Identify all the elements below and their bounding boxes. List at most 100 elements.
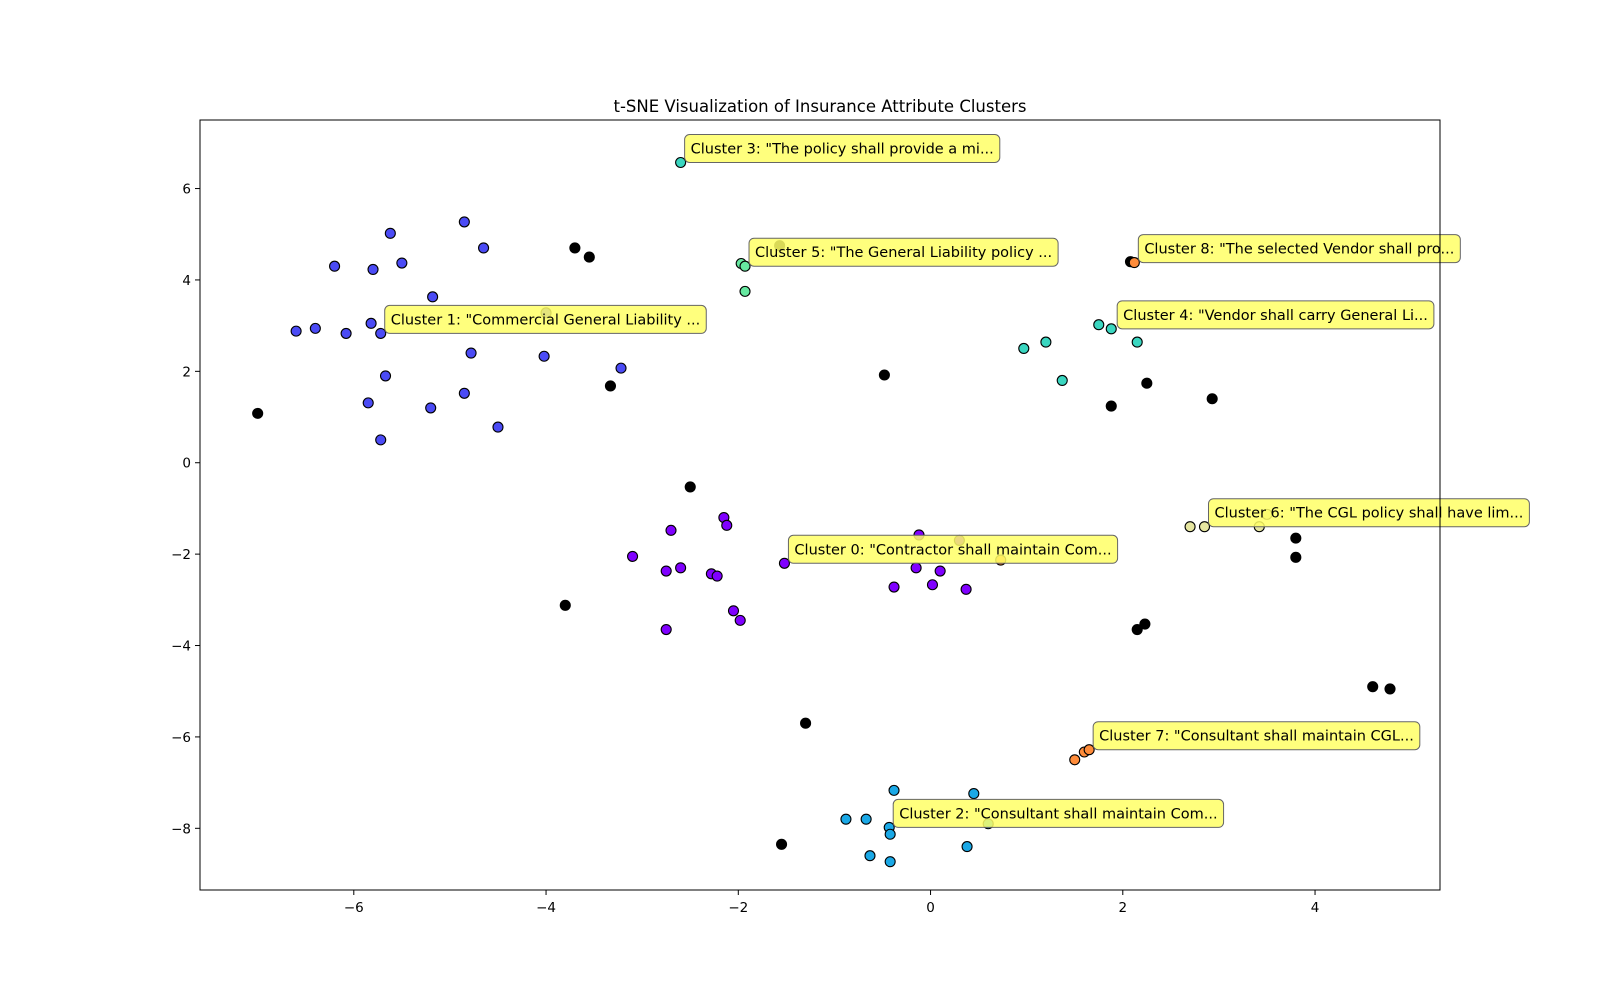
data-point bbox=[583, 251, 595, 263]
data-point bbox=[778, 557, 790, 569]
data-point bbox=[1198, 521, 1211, 533]
data-point bbox=[375, 327, 387, 339]
data-point bbox=[458, 216, 470, 228]
annotation-box bbox=[1137, 234, 1461, 264]
data-point bbox=[365, 317, 377, 329]
data-point bbox=[660, 623, 672, 636]
annotations-layer: Cluster 3: "The policy shall provide a m… bbox=[384, 133, 1530, 828]
data-point bbox=[727, 605, 740, 617]
data-point bbox=[627, 550, 639, 562]
data-point bbox=[538, 350, 550, 362]
data-point bbox=[888, 784, 900, 796]
data-point bbox=[739, 260, 751, 272]
cluster-annotation: Cluster 6: "The CGL policy shall have li… bbox=[1207, 498, 1530, 528]
annotation-label: Cluster 4: "Vendor shall carry General L… bbox=[1123, 308, 1428, 324]
x-tick-label: −6 bbox=[344, 900, 364, 916]
data-point bbox=[478, 242, 490, 254]
plot-area-frame bbox=[199, 119, 1441, 891]
cluster-annotation: Cluster 2: "Consultant shall maintain Co… bbox=[892, 798, 1225, 828]
series-cluster-1 bbox=[290, 216, 627, 446]
data-point bbox=[840, 813, 852, 825]
annotation-label: Cluster 5: "The General Liability policy… bbox=[755, 245, 1052, 261]
x-tick-label: 2 bbox=[1118, 900, 1127, 916]
annotation-label: Cluster 8: "The selected Vendor shall pr… bbox=[1144, 242, 1454, 258]
annotation-box bbox=[684, 133, 1001, 163]
annotation-label: Cluster 1: "Commercial General Liability… bbox=[391, 312, 701, 328]
annotation-label: Cluster 2: "Consultant shall maintain Co… bbox=[899, 806, 1217, 822]
data-point bbox=[384, 227, 396, 239]
data-point bbox=[427, 291, 439, 303]
data-point bbox=[1105, 400, 1117, 412]
annotation-box bbox=[892, 798, 1225, 828]
data-point bbox=[1139, 618, 1151, 630]
data-point bbox=[379, 370, 392, 382]
annotation-label: Cluster 3: "The policy shall provide a m… bbox=[691, 141, 994, 157]
data-point bbox=[290, 325, 302, 337]
y-tick-label: 4 bbox=[182, 273, 191, 289]
annotation-label: Cluster 0: "Contractor shall maintain Co… bbox=[794, 542, 1111, 558]
cluster-annotation: Cluster 8: "The selected Vendor shall pr… bbox=[1137, 234, 1461, 264]
annotation-box bbox=[1207, 498, 1530, 528]
data-point bbox=[734, 614, 746, 626]
y-tick-label: −4 bbox=[171, 639, 191, 655]
data-point bbox=[252, 407, 264, 419]
y-tick-label: −6 bbox=[171, 730, 191, 746]
data-point bbox=[1093, 319, 1105, 331]
data-point bbox=[888, 581, 900, 593]
data-point bbox=[1131, 336, 1143, 348]
data-point bbox=[968, 788, 980, 800]
data-point bbox=[425, 402, 437, 414]
data-point bbox=[721, 519, 733, 531]
data-point bbox=[1367, 681, 1379, 693]
data-point bbox=[864, 850, 876, 862]
data-point bbox=[1018, 342, 1030, 355]
data-point bbox=[684, 481, 696, 493]
data-point bbox=[1290, 551, 1302, 563]
data-point bbox=[1105, 323, 1117, 335]
series-cluster-4 bbox=[735, 257, 751, 297]
data-point bbox=[569, 242, 581, 254]
x-tick-label: −4 bbox=[536, 900, 556, 916]
data-point bbox=[934, 565, 946, 577]
points-layer bbox=[252, 156, 1396, 868]
annotation-box bbox=[384, 304, 707, 334]
cluster-annotation: Cluster 3: "The policy shall provide a m… bbox=[684, 133, 1001, 163]
data-point bbox=[1083, 744, 1095, 756]
y-tick-label: −8 bbox=[171, 821, 191, 837]
data-point bbox=[776, 838, 788, 850]
annotation-box bbox=[748, 237, 1059, 267]
data-point bbox=[675, 156, 687, 169]
cluster-annotation: Cluster 1: "Commercial General Liability… bbox=[384, 304, 707, 334]
data-point bbox=[492, 421, 504, 433]
y-tick-label: 2 bbox=[182, 364, 191, 380]
data-point bbox=[665, 524, 677, 536]
x-tick-label: 4 bbox=[1311, 900, 1320, 916]
data-point bbox=[559, 599, 571, 611]
x-tick-label: 0 bbox=[926, 900, 935, 916]
data-point bbox=[660, 565, 672, 577]
annotation-label: Cluster 7: "Consultant shall maintain CG… bbox=[1099, 729, 1414, 745]
data-point bbox=[960, 583, 972, 595]
data-point bbox=[884, 828, 896, 840]
annotation-label: Cluster 6: "The CGL policy shall have li… bbox=[1214, 506, 1523, 522]
data-point bbox=[1040, 336, 1052, 348]
annotation-box bbox=[1116, 300, 1435, 330]
x-axis: −6 −4 −2 0 2 4 bbox=[344, 890, 1319, 916]
series-cluster-3 bbox=[675, 156, 1143, 387]
data-point bbox=[711, 570, 723, 582]
series-cluster-0 bbox=[627, 512, 972, 636]
data-point bbox=[800, 717, 812, 729]
data-point bbox=[1384, 683, 1396, 695]
data-point bbox=[465, 347, 477, 359]
data-point bbox=[926, 579, 939, 591]
data-point bbox=[362, 397, 374, 409]
data-point bbox=[615, 362, 627, 374]
data-point bbox=[739, 285, 751, 297]
data-point bbox=[1128, 257, 1140, 269]
annotation-box bbox=[787, 534, 1119, 564]
data-point bbox=[910, 562, 922, 574]
data-point bbox=[961, 841, 973, 853]
y-tick-label: 0 bbox=[182, 456, 191, 472]
data-point bbox=[458, 387, 470, 399]
